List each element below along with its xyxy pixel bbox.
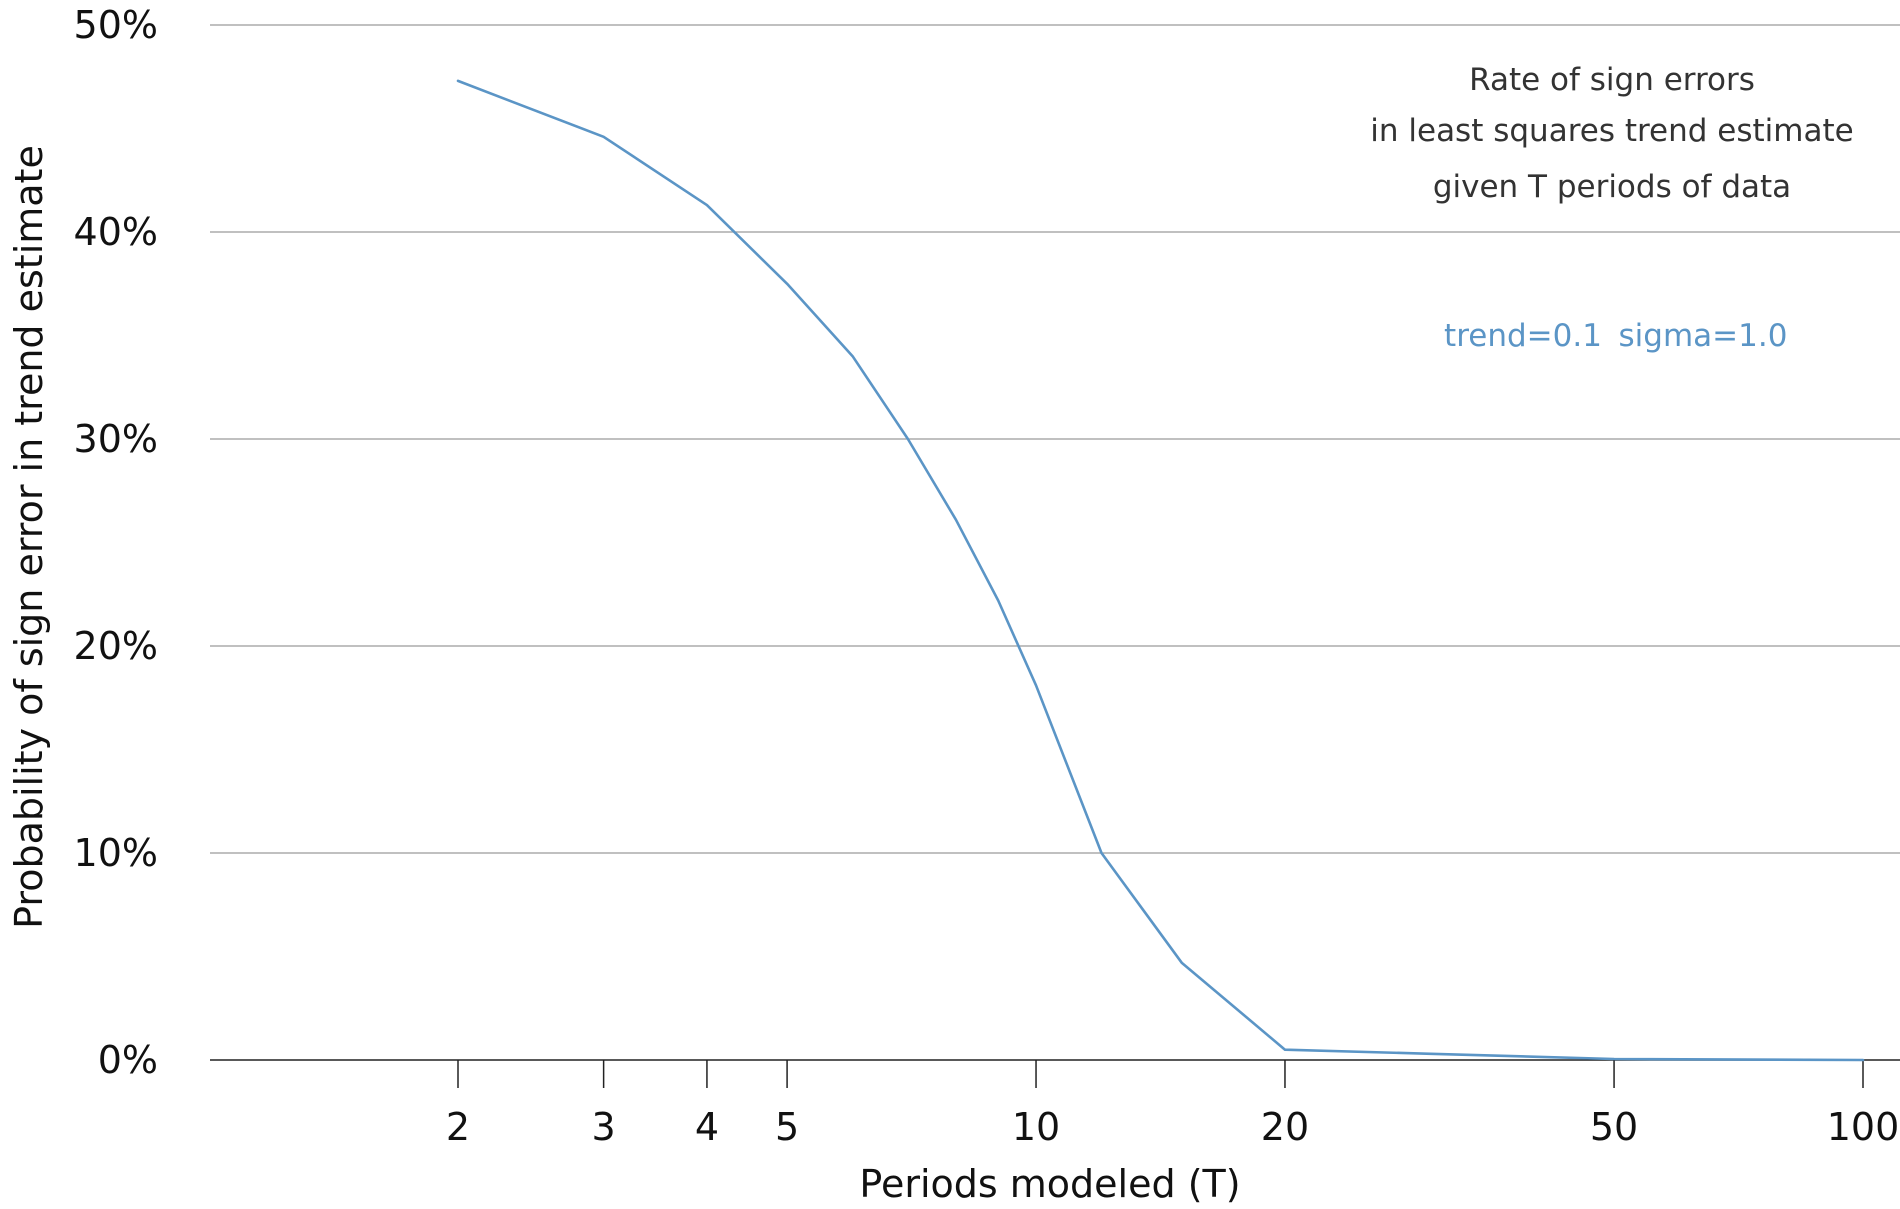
series bbox=[456, 79, 1865, 1062]
x-tick-label: 50 bbox=[1590, 1105, 1638, 1149]
annotation-param-sigma: sigma=1.0 bbox=[1619, 318, 1788, 354]
x-axis: 2 3 4 5 10 20 50 100 bbox=[446, 1060, 1899, 1149]
annotation-box: Rate of sign errors in least squares tre… bbox=[1370, 62, 1853, 354]
annotation-title-line-3: given T periods of data bbox=[1433, 169, 1791, 205]
x-tick-label: 100 bbox=[1827, 1105, 1900, 1149]
y-axis: 0% 10% 20% 30% 40% 50% bbox=[74, 3, 158, 1082]
x-tick-label: 3 bbox=[592, 1105, 616, 1149]
x-tick-label: 4 bbox=[695, 1105, 719, 1149]
y-tick-label: 10% bbox=[74, 831, 158, 875]
series-line bbox=[456, 79, 1865, 1062]
x-tick-label: 10 bbox=[1012, 1105, 1060, 1149]
y-tick-label: 40% bbox=[74, 210, 158, 254]
x-tick-label: 5 bbox=[775, 1105, 799, 1149]
y-axis-title: Probability of sign error in trend estim… bbox=[7, 145, 51, 929]
y-tick-label: 20% bbox=[74, 624, 158, 668]
annotation-title-line-2: in least squares trend estimate bbox=[1370, 113, 1853, 149]
y-tick-label: 0% bbox=[98, 1038, 158, 1082]
y-tick-label: 50% bbox=[74, 3, 158, 47]
x-axis-title: Periods modeled (T) bbox=[859, 1162, 1240, 1206]
annotation-param-trend: trend=0.1 bbox=[1444, 318, 1602, 354]
x-tick-label: 20 bbox=[1261, 1105, 1309, 1149]
annotation-title-line-1: Rate of sign errors bbox=[1469, 62, 1755, 98]
y-tick-label: 30% bbox=[74, 417, 158, 461]
x-tick-label: 2 bbox=[446, 1105, 470, 1149]
